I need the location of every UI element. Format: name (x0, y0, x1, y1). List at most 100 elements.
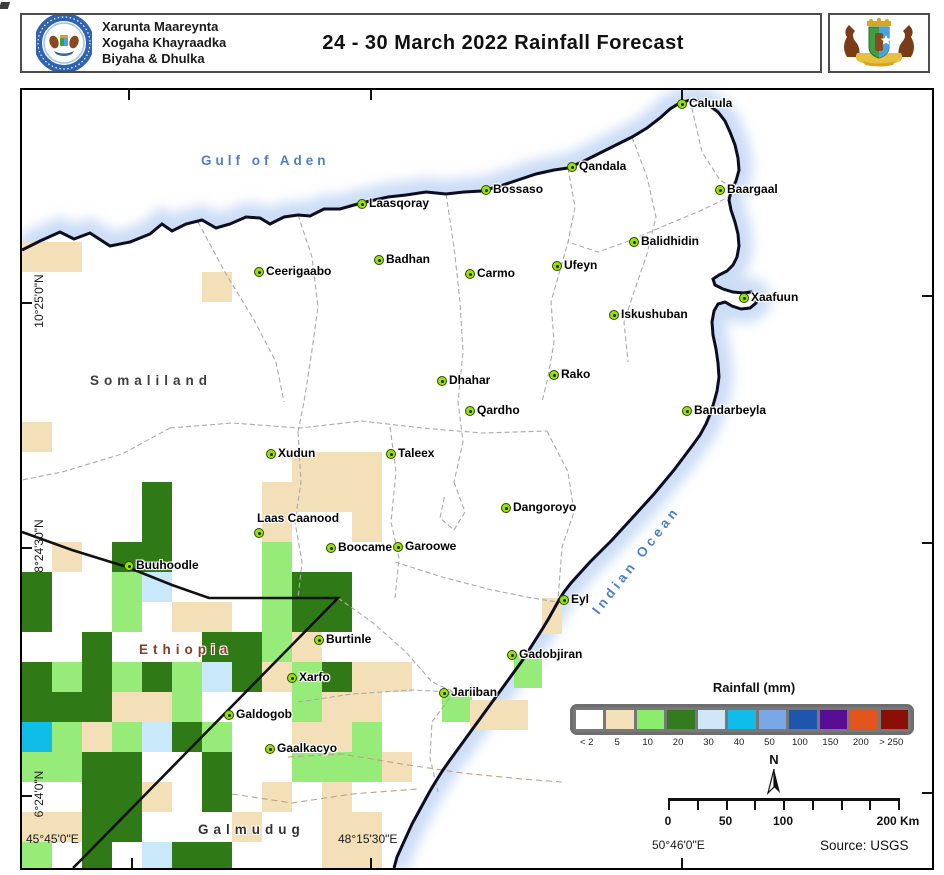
city-label: Laasqoray (369, 196, 430, 210)
rainfall-cell (202, 632, 232, 662)
city-label: Baargaal (727, 182, 778, 196)
graticule-tick (131, 858, 133, 868)
rainfall-cell (202, 722, 232, 752)
city-label: Bandarbeyla (694, 403, 767, 417)
scalebar-tick (869, 798, 872, 810)
city-label: Ufeyn (564, 258, 598, 272)
rainfall-cell (352, 662, 382, 692)
graticule-tick (922, 792, 932, 794)
rainfall-cell (292, 602, 322, 632)
rainfall-cell (112, 722, 142, 752)
region-label-somaliland: Somaliland (90, 373, 213, 388)
rainfall-cell (202, 602, 232, 632)
legend-swatch (606, 710, 634, 729)
rainfall-cell (322, 452, 352, 482)
north-label: N (769, 752, 779, 767)
rainfall-cell (142, 512, 172, 542)
rainfall-cell (22, 662, 52, 692)
rainfall-cell (262, 542, 292, 572)
rainfall-cell (292, 722, 322, 752)
rainfall-cell (322, 692, 352, 722)
city-marker-icon (567, 162, 577, 172)
legend-swatch (758, 710, 787, 729)
rainfall-cell (352, 812, 382, 842)
city-marker-icon (682, 406, 692, 416)
rainfall-cell (82, 722, 112, 752)
city-marker-icon (677, 99, 687, 109)
org-logo-icon (36, 15, 92, 71)
city-label: Gadobjiran (519, 647, 583, 661)
city-label: Balidhidin (641, 234, 699, 248)
graticule-tick (370, 858, 372, 868)
legend-swatch (697, 710, 726, 729)
rainfall-cell (262, 482, 292, 512)
city-label: Rako (561, 367, 591, 381)
city-marker-icon (357, 199, 367, 209)
rainfall-cell (112, 572, 142, 602)
north-arrow-icon (766, 768, 780, 795)
city-label: Xarfo (299, 670, 330, 684)
latitude-label: 6°24'0"N (32, 770, 46, 818)
legend: Rainfall (mm) < 2 5 10 20 30 40 50 100 150 200 > 2… (570, 680, 914, 748)
city-marker-icon (549, 370, 559, 380)
rainfall-cell (352, 482, 382, 512)
org-name-line1: Xarunta Maareynta (102, 19, 219, 35)
city-label: Laas Caanood (257, 511, 340, 525)
rainfall-cell (172, 662, 202, 692)
rainfall-cell (352, 692, 382, 722)
rainfall-cell (22, 752, 52, 782)
city-label: Gaalkacyo (277, 741, 338, 755)
longitude-label: 48°15'30"E (338, 832, 398, 846)
legend-class-label: 20 (672, 737, 684, 748)
rainfall-cell (292, 692, 322, 722)
longitude-label: 50°46'0"E (652, 838, 705, 852)
scalebar-label: 100 (772, 814, 794, 828)
legend-class-label: 200 (852, 737, 869, 748)
legend-class-labels: < 2 5 10 20 30 40 50 100 150 200 > 250 (570, 735, 908, 748)
city-label: Qandala (579, 159, 627, 173)
rainfall-cell (22, 842, 52, 868)
rainfall-cell (172, 602, 202, 632)
latitude-label: 8°24'30"N (32, 519, 46, 573)
city-label: Buuhoodle (136, 558, 199, 572)
scalebar-tick (754, 798, 757, 810)
graticule-tick (681, 858, 683, 868)
city-label: Taleex (398, 446, 435, 460)
rainfall-cell (322, 842, 352, 868)
city-marker-icon (739, 293, 749, 303)
city-marker-icon (265, 744, 275, 754)
rainfall-cell (322, 812, 352, 842)
rainfall-cell (352, 752, 382, 782)
city-marker-icon (629, 237, 639, 247)
city-marker-icon (559, 595, 569, 605)
rainfall-cell (82, 632, 112, 662)
city-marker-icon (326, 543, 336, 553)
legend-class-label: 100 (791, 737, 808, 748)
rainfall-cell (352, 452, 382, 482)
rainfall-cell (112, 692, 142, 722)
rainfall-cell (112, 662, 142, 692)
legend-swatch (576, 710, 604, 729)
legend-color-ramp (570, 704, 914, 735)
legend-class-label: 40 (733, 737, 745, 748)
map-title: 24 - 30 March 2022 Rainfall Forecast (322, 31, 684, 54)
coat-of-arms-box (828, 13, 930, 73)
rainfall-cell (52, 242, 82, 272)
scan-artifact (0, 2, 11, 9)
rainfall-cell (82, 782, 112, 812)
rainfall-cell (112, 782, 142, 812)
rainfall-cell (112, 752, 142, 782)
rainfall-cell (262, 512, 292, 542)
org-name-line2: Xogaha Khayraadka (102, 35, 227, 51)
city-label: Dhahar (449, 373, 491, 387)
north-arrow: N (762, 752, 786, 800)
city-marker-icon (386, 449, 396, 459)
rainfall-cell (112, 602, 142, 632)
ethiopia-border (22, 530, 342, 868)
rainfall-cell (22, 812, 52, 842)
boundary-layer (22, 98, 758, 868)
rainfall-cell (112, 812, 142, 842)
city-label: Caluula (689, 96, 733, 110)
rainfall-cell (262, 632, 292, 662)
rainfall-cell (22, 722, 52, 752)
